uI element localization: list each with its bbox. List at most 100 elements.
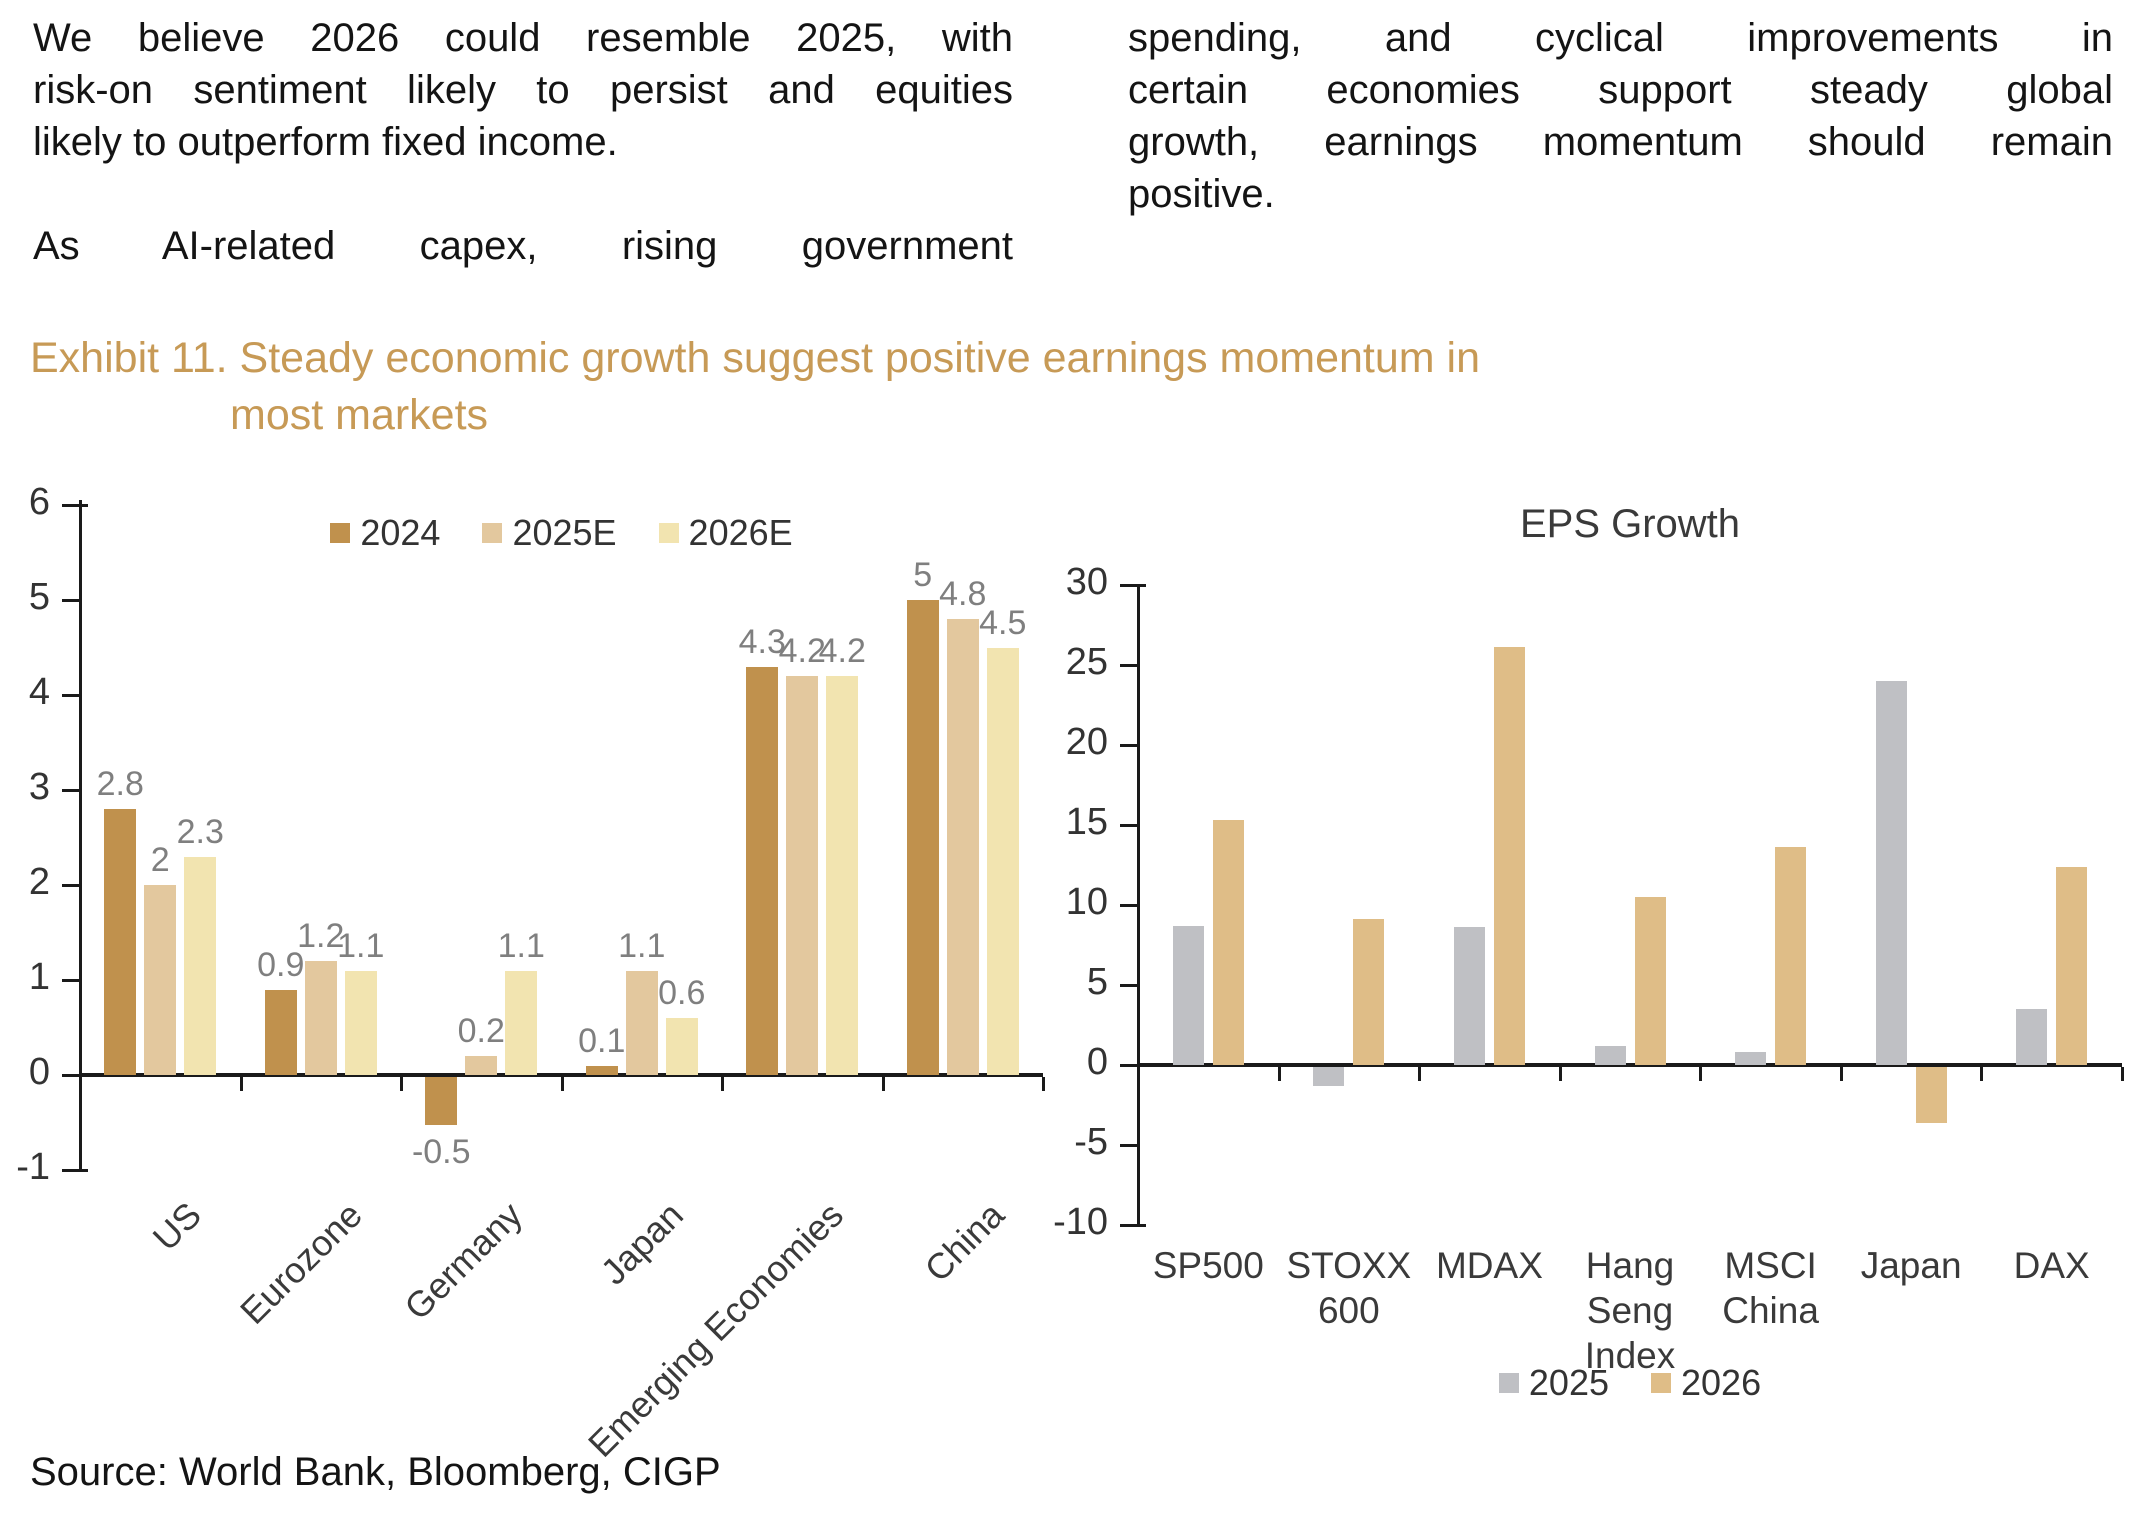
legend-swatch-2026 (1651, 1373, 1671, 1393)
y-axis-tick-label: 2 (28, 861, 50, 903)
bar-2025-sp500 (1172, 925, 1204, 1065)
text-line: risk-on sentiment likely to persist and … (33, 68, 1013, 112)
legend-label-2025e: 2025E (512, 512, 617, 553)
bar-2024-germany (425, 1077, 458, 1125)
y-axis-tick (62, 599, 80, 602)
bar-2025e-emerging-economies (786, 676, 819, 1075)
category-label-msci-china: MSCI China (1722, 1245, 1819, 1331)
legend-swatch-2025e (482, 523, 503, 543)
bar-2025e-china (946, 619, 979, 1075)
bar-2026-msci-china (1775, 847, 1807, 1065)
x-axis-tick (400, 1077, 403, 1091)
x-axis-tick (239, 1077, 243, 1091)
x-axis-tick (1277, 1067, 1281, 1081)
legend: 2024 2025E 2026E (80, 512, 1043, 554)
y-axis-tick (1120, 584, 1146, 587)
y-axis-tick (62, 504, 88, 507)
bar-2025-japan (1875, 681, 1907, 1065)
intro-text-right-column: spending, and cyclical improvements in ce… (1128, 12, 2113, 220)
category-label-japan: Japan (1860, 1245, 1962, 1286)
y-axis-tick-label: 10 (1065, 881, 1108, 923)
x-axis-tick (1980, 1067, 1984, 1081)
x-axis-tick (560, 1077, 564, 1091)
text-line: growth, earnings momentum should remain (1128, 120, 2113, 164)
category-label-mdax: MDAX (1435, 1245, 1543, 1286)
y-axis-line (79, 500, 82, 1170)
x-axis-tick (1418, 1067, 1422, 1081)
bar-2024-eurozone (264, 989, 297, 1075)
bar-2026-mdax (1493, 647, 1525, 1065)
y-axis-tick-label: 0 (28, 1051, 50, 1093)
y-axis-tick (1120, 984, 1138, 987)
category-label-sp500: SP500 (1152, 1245, 1264, 1286)
bar-2024-japan (585, 1065, 618, 1075)
data-label-2024-emerging-economies: 4.3 (738, 622, 786, 661)
legend-label-2026: 2026 (1681, 1362, 1762, 1403)
legend: 2025 2026 (1138, 1362, 2122, 1404)
intro-text-left-column: We believe 2026 could resemble 2025, wit… (33, 12, 1013, 272)
paragraph: spending, and cyclical improvements in ce… (1128, 12, 2113, 220)
legend-swatch-2025 (1498, 1373, 1519, 1393)
legend-item-2026e: 2026E (658, 512, 793, 554)
bar-2024-us (104, 809, 137, 1075)
bar-2026e-germany (505, 970, 538, 1075)
data-label-2026e-germany: 1.1 (497, 926, 545, 965)
y-axis-tick-label: 3 (28, 766, 50, 808)
data-label-2025e-emerging-economies: 4.2 (778, 632, 826, 670)
y-axis-tick-label: -10 (1053, 1201, 1108, 1243)
data-label-2025e-japan: 1.1 (618, 926, 666, 965)
bar-2024-china (906, 600, 939, 1075)
y-axis-tick-label: 25 (1065, 641, 1108, 683)
data-label-2024-china: 5 (913, 556, 933, 594)
exhibit-title: Exhibit 11. Steady economic growth sugge… (30, 330, 1480, 444)
legend-swatch-2026e (658, 523, 679, 543)
legend-item-2026: 2026 (1651, 1362, 1761, 1404)
x-axis-tick (1699, 1067, 1703, 1081)
y-axis-tick-label: -5 (1074, 1121, 1108, 1163)
bar-2026-dax (2056, 866, 2088, 1065)
y-axis-tick (62, 884, 80, 887)
x-axis-tick (881, 1077, 885, 1091)
bar-2026-hang-seng-index (1634, 897, 1666, 1065)
x-axis-tick (2121, 1067, 2124, 1081)
bar-2026-sp500 (1212, 820, 1244, 1065)
bar-2026-japan (1915, 1067, 1947, 1123)
y-axis-tick (1120, 664, 1138, 667)
bar-2025e-us (144, 885, 177, 1075)
y-axis-tick-label: 5 (28, 576, 50, 618)
legend-item-2025e: 2025E (482, 512, 617, 554)
y-axis-tick-label: 30 (1065, 561, 1108, 603)
bar-2026e-china (986, 647, 1019, 1075)
bar-2025e-japan (625, 970, 658, 1075)
y-axis-tick (1120, 904, 1138, 907)
bar-2025-hang-seng-index (1594, 1045, 1626, 1065)
y-axis-tick-label: 4 (28, 671, 50, 713)
data-label-2025e-china: 4.8 (939, 575, 987, 613)
y-axis-line (1137, 585, 1140, 1225)
data-label-2024-us: 2.8 (96, 765, 144, 803)
y-axis-tick-label: 15 (1065, 801, 1108, 843)
text-line: positive. (1128, 172, 1275, 216)
paragraph: We believe 2026 could resemble 2025, wit… (33, 12, 1013, 168)
data-label-2026e-eurozone: 1.1 (337, 926, 385, 965)
bar-2025-mdax (1453, 927, 1485, 1065)
x-axis-tick (721, 1077, 724, 1091)
bar-2026-stoxx-600 (1353, 919, 1385, 1065)
y-axis-tick (1120, 1064, 1138, 1067)
exhibit-title-line2: most markets (230, 391, 489, 439)
y-axis-tick (62, 1169, 88, 1172)
y-axis-tick-label: 20 (1065, 721, 1108, 763)
exhibit-title-line1: Exhibit 11. Steady economic growth sugge… (30, 334, 1481, 382)
y-axis-tick-label: 5 (1086, 961, 1108, 1003)
data-label-2026e-emerging-economies: 4.2 (818, 632, 866, 670)
y-axis-tick (1120, 1144, 1138, 1147)
bar-2026e-emerging-economies (826, 676, 859, 1075)
y-axis-tick (1120, 824, 1138, 827)
x-axis-line (1138, 1063, 2122, 1067)
text-line: We believe 2026 could resemble 2025, wit… (33, 16, 1013, 60)
category-label-stoxx-600: STOXX 600 (1286, 1245, 1412, 1331)
legend-label-2025: 2025 (1528, 1362, 1609, 1403)
y-axis-tick (62, 979, 80, 982)
text-line: As AI-related capex, rising government (33, 224, 1013, 268)
data-label-2026e-china: 4.5 (979, 603, 1027, 642)
